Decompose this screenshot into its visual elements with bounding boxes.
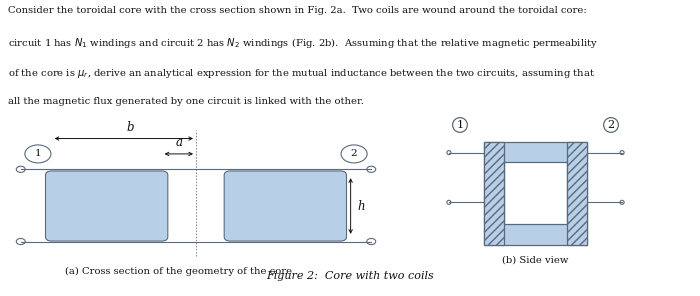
Text: of the core is $\mu_r$, derive an analytical expression for the mutual inductanc: of the core is $\mu_r$, derive an analyt… bbox=[8, 67, 596, 80]
Text: (a) Cross section of the geometry of the core: (a) Cross section of the geometry of the… bbox=[65, 267, 293, 276]
Text: (b) Side view: (b) Side view bbox=[503, 256, 568, 265]
Text: h: h bbox=[358, 200, 365, 213]
Text: a: a bbox=[175, 136, 182, 149]
FancyBboxPatch shape bbox=[224, 171, 346, 241]
Text: 1: 1 bbox=[456, 120, 463, 130]
Text: b: b bbox=[127, 121, 134, 134]
Bar bbox=[504, 162, 567, 224]
Text: 2: 2 bbox=[608, 120, 615, 130]
FancyBboxPatch shape bbox=[46, 171, 168, 241]
Bar bbox=[567, 141, 587, 245]
Text: Consider the toroidal core with the cross section shown in Fig. 2a.  Two coils a: Consider the toroidal core with the cros… bbox=[8, 6, 587, 15]
Text: 2: 2 bbox=[351, 149, 358, 158]
Text: circuit 1 has $N_1$ windings and circuit 2 has $N_2$ windings (Fig. 2b).  Assumi: circuit 1 has $N_1$ windings and circuit… bbox=[8, 36, 598, 50]
Bar bbox=[484, 141, 587, 245]
Text: all the magnetic flux generated by one circuit is linked with the other.: all the magnetic flux generated by one c… bbox=[8, 97, 364, 106]
Text: Figure 2:  Core with two coils: Figure 2: Core with two coils bbox=[266, 271, 434, 281]
Bar bbox=[484, 141, 504, 245]
Text: 1: 1 bbox=[34, 149, 41, 158]
